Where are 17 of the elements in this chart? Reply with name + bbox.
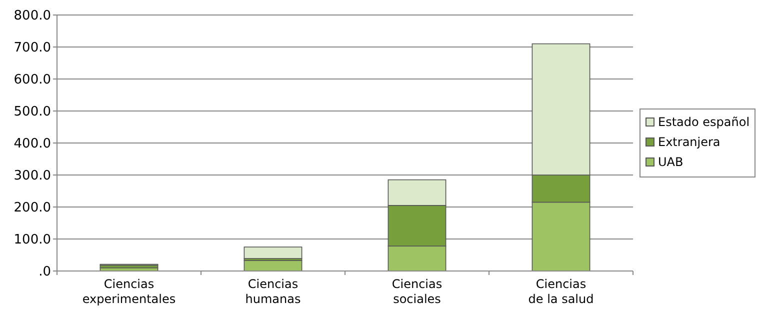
legend-label: UAB — [658, 155, 684, 169]
y-tick-label: .0 — [38, 264, 51, 280]
y-tick-label: 600.0 — [14, 72, 51, 88]
y-tick-label: 500.0 — [14, 104, 51, 120]
legend-label: Extranjera — [658, 135, 720, 149]
x-tick-label: Ciencias sociales — [392, 277, 442, 306]
y-tick-label: 300.0 — [14, 168, 51, 184]
x-tick-label: Ciencias experimentales — [82, 277, 176, 306]
legend-label: Estado español — [658, 115, 750, 129]
x-tick-label: Ciencias de la salud — [528, 277, 594, 306]
y-tick-label: 700.0 — [14, 40, 51, 56]
x-tick-label: Ciencias humanas — [245, 277, 301, 306]
y-tick-label: 800.0 — [14, 8, 51, 24]
bar — [244, 246, 302, 259]
y-tick-label: 200.0 — [14, 200, 51, 216]
y-tick-label: 400.0 — [14, 136, 51, 152]
y-tick-label: 100.0 — [14, 232, 51, 248]
